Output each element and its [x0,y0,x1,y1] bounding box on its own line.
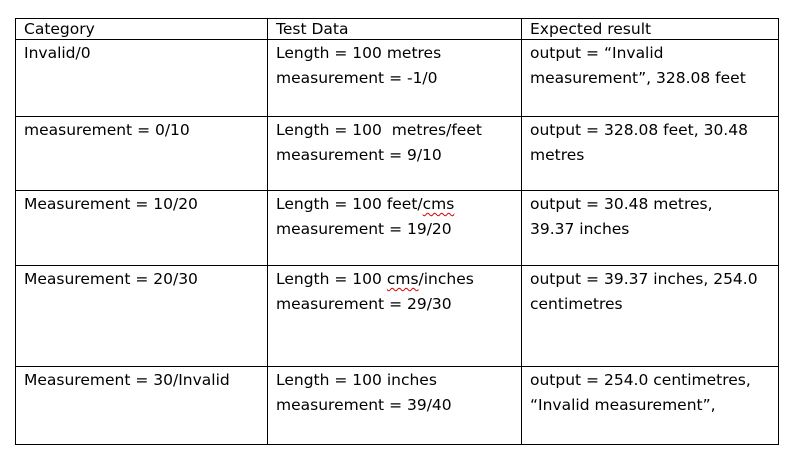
expected-line: “Invalid measurement”, [530,396,716,414]
test-data-cell: Length = 100 metres measurement = -1/0 [267,39,522,117]
test-data-line: measurement = 39/40 [276,396,452,414]
test-data-line: Length = 100 metres [276,44,442,62]
spellcheck-flagged-word: cms [386,270,419,288]
expected-result-cell: output = 328.08 feet, 30.48 metres [521,116,779,191]
expected-line: output = 39.37 inches, 254.0 [530,270,758,288]
test-data-line: Length = 100 feet/cms [276,192,513,217]
expected-result-cell: output = “Invalid measurement”, 328.08 f… [521,39,779,117]
table-row: measurement = 0/10 Length = 100 metres/f… [15,116,779,191]
test-data-line: Length = 100 metres/feet [276,121,482,139]
table-row: Measurement = 10/20 Length = 100 feet/cm… [15,190,779,266]
header-test-data: Test Data [267,18,522,40]
header-category: Category [15,18,268,40]
text-segment: Length = 100 feet/ [276,195,423,213]
test-data-cell: Length = 100 cms/inches measurement = 29… [267,265,522,367]
test-case-table: Category Test Data Expected result Inval… [15,18,779,445]
expected-line: output = “Invalid [530,44,664,62]
category-cell: Measurement = 30/Invalid [15,366,268,445]
table-row: Measurement = 30/Invalid Length = 100 in… [15,366,779,445]
text-segment: Length = 100 [276,270,387,288]
test-data-cell: Length = 100 feet/cms measurement = 19/2… [267,190,522,266]
text-segment: /inches [418,270,474,288]
test-data-line: measurement = 29/30 [276,295,452,313]
expected-line: centimetres [530,295,623,313]
test-data-line: measurement = 19/20 [276,220,452,238]
expected-line: measurement”, 328.08 feet [530,69,746,87]
expected-line: output = 30.48 metres, [530,195,713,213]
spellcheck-flagged-word: cms [422,195,455,213]
expected-result-cell: output = 30.48 metres, 39.37 inches [521,190,779,266]
category-cell: Measurement = 10/20 [15,190,268,266]
expected-line: output = 328.08 feet, 30.48 [530,121,748,139]
category-cell: Measurement = 20/30 [15,265,268,367]
category-cell: Invalid/0 [15,39,268,117]
table-row: Invalid/0 Length = 100 metres measuremen… [15,39,779,117]
expected-result-cell: output = 39.37 inches, 254.0 centimetres [521,265,779,367]
test-data-line: Length = 100 cms/inches [276,267,513,292]
test-data-cell: Length = 100 inches measurement = 39/40 [267,366,522,445]
header-expected-result: Expected result [521,18,779,40]
expected-line: output = 254.0 centimetres, [530,371,751,389]
table-row: Measurement = 20/30 Length = 100 cms/inc… [15,265,779,367]
header-row: Category Test Data Expected result [15,18,779,40]
expected-result-cell: output = 254.0 centimetres, “Invalid mea… [521,366,779,445]
test-data-line: measurement = 9/10 [276,146,442,164]
expected-line: metres [530,146,585,164]
test-data-cell: Length = 100 metres/feet measurement = 9… [267,116,522,191]
test-data-line: measurement = -1/0 [276,69,438,87]
test-data-line: Length = 100 inches [276,371,437,389]
expected-line: 39.37 inches [530,220,630,238]
category-cell: measurement = 0/10 [15,116,268,191]
